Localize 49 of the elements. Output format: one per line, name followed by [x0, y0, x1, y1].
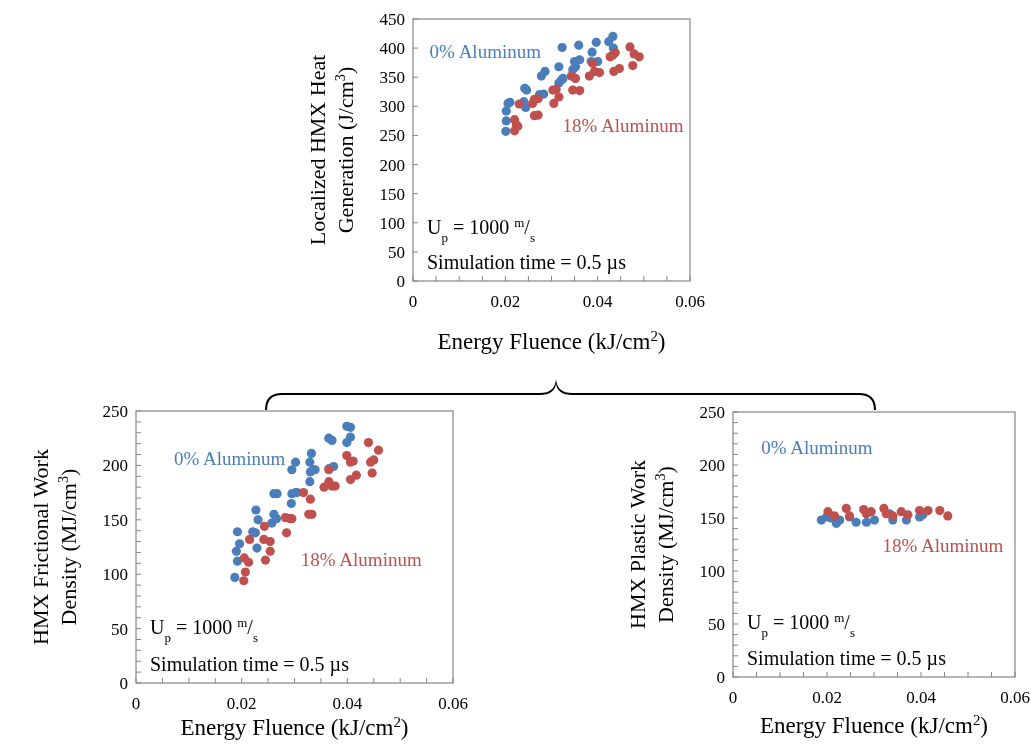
y-tick-label: 50 — [708, 614, 725, 634]
x-tick-label: 0.06 — [1000, 688, 1030, 707]
y-tick-label: 250 — [102, 401, 128, 421]
y-tick-label: 200 — [699, 455, 725, 475]
y-tick-label: 0 — [119, 673, 128, 693]
y-tick-label: 300 — [379, 97, 405, 117]
x-tick-label: 0.04 — [332, 694, 363, 713]
x-axis-title: Energy Fluence (kJ/cm$^{2}$) — [437, 328, 666, 354]
x-tick-label: 0 — [408, 292, 418, 311]
x-tick-label: 0.02 — [490, 292, 521, 311]
annotation: U$_{p}$ = 1000 $^{m}$/$_{s}$ — [427, 214, 535, 245]
series-label: 0% Aluminum — [429, 41, 542, 63]
x-tick-label: 0.04 — [582, 292, 614, 311]
x-axis-title: Energy Fluence (kJ/cm$^{2}$) — [759, 712, 989, 738]
x-tick-label: 0.04 — [906, 688, 937, 707]
annotation: Simulation time = 0.5 µs — [427, 251, 627, 275]
y-tick-label: 100 — [379, 213, 405, 233]
x-tick-label: 0.02 — [812, 688, 842, 707]
x-axis-title: Energy Fluence (kJ/cm$^{2}$) — [180, 714, 409, 740]
y-tick-label: 50 — [388, 242, 405, 262]
x-tick-label: 0 — [131, 694, 141, 713]
y-tick-label: 150 — [699, 508, 725, 528]
y-tick-label: 150 — [102, 510, 128, 530]
series-label: 0% Aluminum — [174, 448, 286, 470]
y-tick-label: 400 — [379, 39, 405, 59]
y-tick-label: 100 — [699, 561, 725, 581]
y-tick-label: 100 — [102, 565, 128, 585]
annotation: U$_{p}$ = 1000 $^{m}$/$_{s}$ — [747, 609, 855, 640]
annotation: U$_{p}$ = 1000 $^{m}$/$_{s}$ — [150, 614, 258, 645]
annotation: Simulation time = 0.5 µs — [150, 652, 350, 676]
x-tick-label: 0.06 — [675, 292, 705, 311]
x-tick-label: 0.06 — [438, 694, 468, 713]
text: 0% Aluminum — [761, 437, 873, 459]
series-label: 18% Aluminum — [562, 114, 684, 136]
series-label: 18% Aluminum — [300, 549, 422, 571]
y-tick-label: 350 — [379, 68, 405, 88]
y-tick-label: 50 — [111, 619, 128, 639]
y-tick-label: 250 — [379, 126, 405, 146]
x-tick-label: 0.02 — [226, 694, 257, 713]
series-label: 18% Aluminum — [882, 535, 1004, 557]
y-tick-label: 150 — [379, 184, 405, 204]
x-tick-label: 0 — [728, 688, 738, 707]
y-tick-label: 200 — [379, 155, 405, 175]
y-tick-label: 0 — [716, 667, 725, 687]
annotation: Simulation time = 0.5 µs — [747, 647, 947, 671]
y-tick-label: 200 — [102, 456, 128, 476]
y-tick-label: 450 — [379, 9, 405, 29]
y-tick-label: 250 — [699, 402, 725, 422]
y-tick-label: 0 — [396, 271, 405, 291]
